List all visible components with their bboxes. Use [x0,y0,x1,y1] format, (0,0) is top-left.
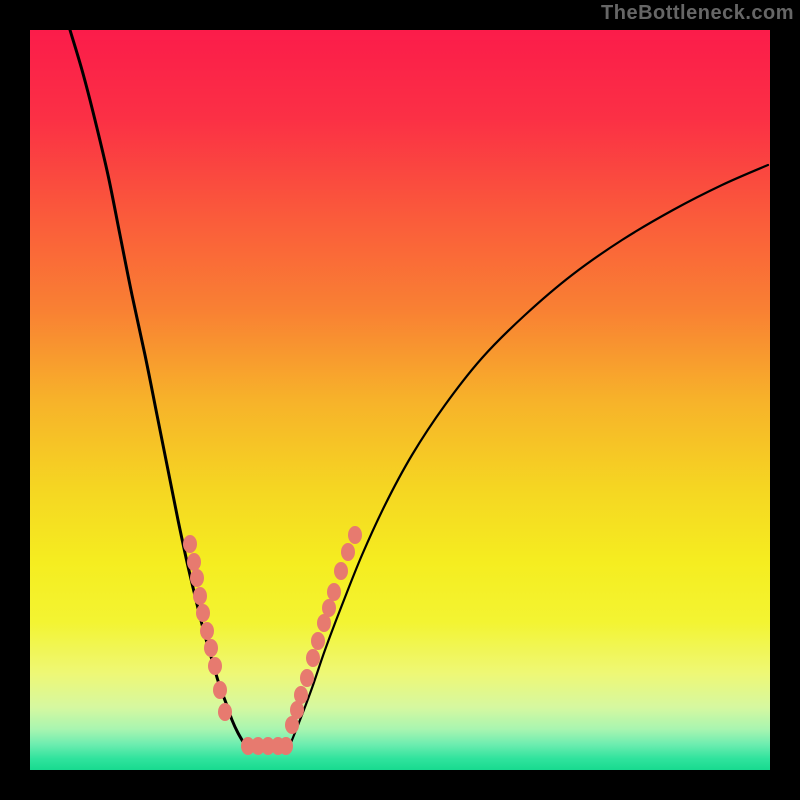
scatter-dot [294,686,308,704]
scatter-dot [193,587,207,605]
scatter-dot [322,599,336,617]
scatter-dot [348,526,362,544]
scatter-dot [213,681,227,699]
scatter-dot [200,622,214,640]
scatter-dot [187,553,201,571]
scatter-dot [300,669,314,687]
scatter-dot [218,703,232,721]
scatter-dot [311,632,325,650]
chart-svg [0,0,800,800]
scatter-dot [334,562,348,580]
plot-background [30,30,770,770]
scatter-dot [208,657,222,675]
chart-stage: TheBottleneck.com [0,0,800,800]
scatter-dot [183,535,197,553]
scatter-dot [341,543,355,561]
scatter-dot [190,569,204,587]
scatter-dot [327,583,341,601]
scatter-dot [279,737,293,755]
watermark-text: TheBottleneck.com [601,2,794,25]
scatter-dot [204,639,218,657]
scatter-dot [306,649,320,667]
scatter-dot [196,604,210,622]
